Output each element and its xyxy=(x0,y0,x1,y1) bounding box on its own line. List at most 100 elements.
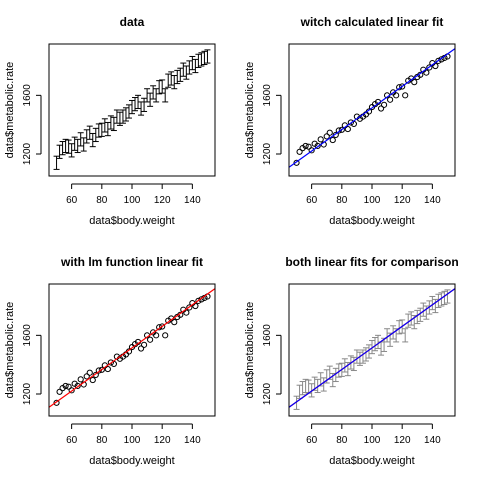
plot-area xyxy=(289,48,455,168)
error-bar xyxy=(107,115,114,130)
error-bar xyxy=(180,62,187,77)
error-bar xyxy=(104,121,111,137)
data-point xyxy=(56,388,63,395)
error-bar xyxy=(162,88,169,103)
data-point xyxy=(317,136,324,143)
plot-box xyxy=(48,283,216,417)
data-point xyxy=(171,319,178,326)
panel-1: data 60 80 100 120 140 1200 1600 data$body.weigh… xyxy=(4,15,216,227)
error-bar xyxy=(89,132,96,148)
x-axis-label: data$body.weight xyxy=(89,455,174,467)
error-bar xyxy=(375,334,382,350)
error-bar xyxy=(150,85,157,100)
error-bar xyxy=(356,351,363,366)
error-bar xyxy=(77,132,84,147)
y-axis-label: data$metabolic.rate xyxy=(244,302,256,399)
error-bar xyxy=(132,97,139,112)
error-bar xyxy=(353,349,360,364)
error-bar xyxy=(156,80,163,95)
y-axis-label: data$metabolic.rate xyxy=(244,62,256,159)
error-bar xyxy=(204,49,211,64)
error-bar xyxy=(195,53,202,68)
error-bar xyxy=(192,58,199,74)
data-point xyxy=(344,125,351,133)
plot-box xyxy=(288,283,456,417)
error-bar xyxy=(165,73,172,88)
data-point xyxy=(411,79,418,86)
panel-3: with lm function linear fit 60 80 100 120 140… xyxy=(4,255,216,467)
x-axis-label: data$body.weight xyxy=(89,215,174,227)
error-bar xyxy=(138,101,145,116)
data-point xyxy=(302,142,309,150)
error-bar xyxy=(113,109,120,124)
x-tick-label: 80 xyxy=(336,435,348,446)
data-point xyxy=(53,399,60,406)
error-bar xyxy=(369,339,375,355)
error-bar xyxy=(441,290,448,306)
data-point xyxy=(83,373,90,380)
error-bar xyxy=(423,305,430,320)
error-bar xyxy=(159,79,166,94)
fit-line xyxy=(49,288,215,408)
y-tick-label: 1200 xyxy=(262,142,273,165)
data-point xyxy=(62,382,69,390)
plot-area xyxy=(289,288,455,410)
x-tick-label: 60 xyxy=(306,195,318,206)
error-bar xyxy=(350,356,357,372)
y-axis-label: data$metabolic.rate xyxy=(4,62,16,159)
y-tick-label: 1600 xyxy=(262,84,273,107)
error-bar xyxy=(65,139,72,154)
error-bar xyxy=(98,122,105,137)
error-bar xyxy=(56,144,63,159)
error-bar xyxy=(201,50,208,66)
x-axis-label: data$body.weight xyxy=(329,455,414,467)
error-bar xyxy=(198,52,205,67)
x-tick-label: 100 xyxy=(364,195,381,206)
error-bar xyxy=(429,295,436,311)
y-tick-label: 1200 xyxy=(262,382,273,405)
data-point xyxy=(399,83,406,90)
x-tick-label: 140 xyxy=(424,435,441,446)
panel-4: both linear fits for comparison 60 80 100 12… xyxy=(244,255,459,467)
data-point xyxy=(159,323,166,330)
error-bar xyxy=(101,118,108,133)
error-bar xyxy=(189,55,196,71)
error-bar xyxy=(332,367,339,383)
data-point xyxy=(305,143,312,150)
error-bar xyxy=(119,109,126,124)
error-bar xyxy=(86,125,93,140)
error-bar xyxy=(153,88,160,103)
x-tick-label: 140 xyxy=(184,435,201,446)
data-point xyxy=(86,369,93,376)
data-point xyxy=(293,159,300,166)
x-tick-label: 80 xyxy=(336,195,348,206)
data-point xyxy=(323,133,330,140)
chart-title: witch calculated linear fit xyxy=(300,15,444,29)
error-bar xyxy=(408,311,415,326)
x-tick-label: 140 xyxy=(424,195,441,206)
x-tick-label: 100 xyxy=(124,195,141,206)
data-point xyxy=(77,376,84,383)
error-bar xyxy=(92,127,99,143)
x-axis-label: data$body.weight xyxy=(329,215,414,227)
data-point xyxy=(137,345,145,352)
x-tick-label: 60 xyxy=(66,435,78,446)
error-bar xyxy=(95,123,102,138)
panel-2: witch calculated linear fit 60 80 100 120 140… xyxy=(244,15,456,227)
error-bar xyxy=(59,141,66,156)
x-tick-label: 80 xyxy=(96,195,108,206)
data-point xyxy=(74,382,81,390)
error-bar xyxy=(174,69,181,85)
error-bar xyxy=(444,289,451,304)
data-point xyxy=(308,147,315,154)
fit-line xyxy=(289,48,455,168)
error-bar xyxy=(183,65,190,80)
error-bar xyxy=(293,395,300,410)
y-tick-label: 1200 xyxy=(22,142,33,165)
x-tick-label: 120 xyxy=(394,435,411,446)
error-bar xyxy=(125,104,132,119)
data-point xyxy=(98,366,105,373)
data-point xyxy=(426,64,433,71)
data-point xyxy=(314,142,321,150)
error-bar xyxy=(141,97,148,112)
